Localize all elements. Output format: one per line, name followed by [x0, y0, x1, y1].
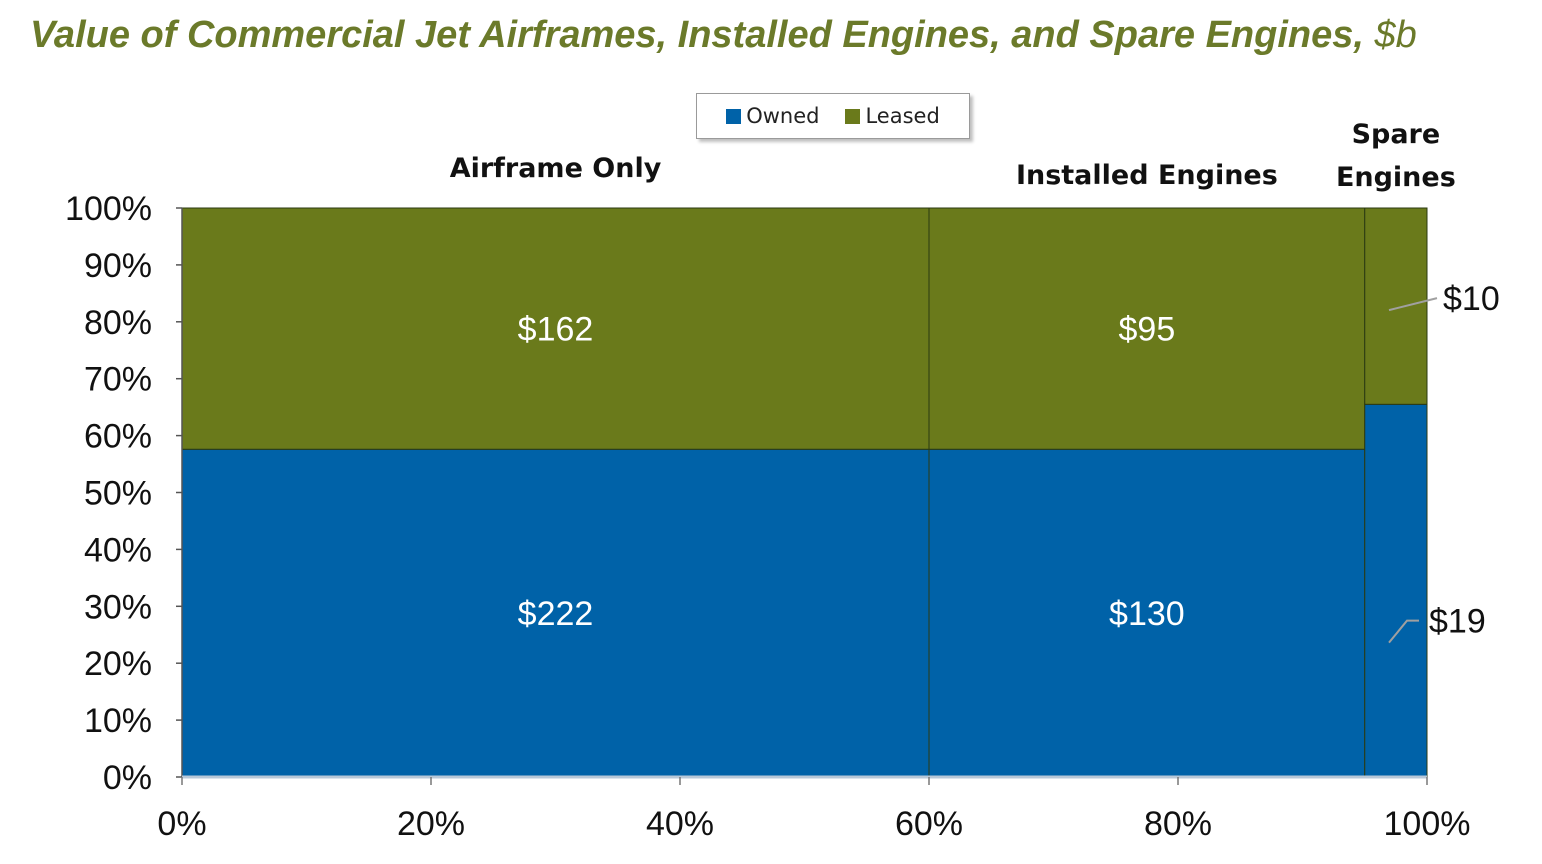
axes: 0% 10% 20% 30% 40% 50% 60% 70% 80% 90% 100% 0% 20% 40… [65, 190, 1470, 843]
data-label-owned-2: $19 [1429, 603, 1486, 641]
chart-title: Value of Commercial Jet Airframes, Insta… [30, 14, 1530, 57]
y-tick-label: 40% [84, 531, 152, 569]
data-label-owned-1: $130 [1109, 595, 1185, 633]
legend-swatch-leased [845, 108, 861, 124]
legend-swatch-owned [726, 108, 742, 124]
data-labels: $162 $222 $95 $130 $10 $19 [518, 280, 1500, 644]
y-tick-label: 100% [65, 190, 152, 228]
legend-label-leased: Leased [865, 104, 940, 128]
leader-line-leased-2 [1388, 297, 1438, 312]
x-tick-label: 100% [1384, 805, 1471, 843]
category-label-1-0: Installed Engines [1016, 160, 1278, 191]
data-label-leased-1: $95 [1119, 311, 1176, 349]
x-tick-label: 0% [157, 805, 206, 843]
category-label-0-0: Airframe Only [450, 153, 662, 184]
y-tick-label: 80% [84, 304, 152, 342]
chart-legend: Owned Leased [696, 93, 970, 139]
x-tick-label: 80% [1144, 805, 1212, 843]
x-tick-label: 60% [895, 805, 963, 843]
bar-owned-2 [1364, 403, 1428, 778]
chart-title-unit: $b [1374, 14, 1417, 56]
bar-leased-2 [1364, 207, 1428, 405]
y-tick-label: 50% [84, 475, 152, 513]
data-label-leased-2: $10 [1443, 280, 1500, 318]
y-tick-label: 0% [103, 759, 152, 797]
legend-item-owned: Owned [726, 104, 819, 128]
legend-label-owned: Owned [746, 104, 820, 128]
y-tick-label: 30% [84, 588, 152, 626]
category-label-2-0: Spare [1352, 119, 1441, 150]
y-tick-label: 90% [84, 247, 152, 285]
bar-leased-0 [181, 207, 930, 450]
bar-leased-1 [928, 207, 1366, 450]
x-tick-label: 40% [646, 805, 714, 843]
category-label-2-1: Engines [1336, 162, 1456, 193]
y-tick-label: 60% [84, 418, 152, 456]
y-tick-label: 70% [84, 361, 152, 399]
y-tick-label: 20% [84, 645, 152, 683]
data-label-leased-0: $162 [518, 311, 594, 349]
bar-segments [181, 207, 1428, 778]
bar-owned-1 [928, 448, 1366, 778]
legend-item-leased: Leased [845, 104, 940, 128]
category-labels: Airframe Only Installed Engines Spare Engin… [450, 119, 1456, 193]
leader-line-owned-2 [1388, 619, 1419, 644]
x-tick-label: 20% [397, 805, 465, 843]
chart-title-main: Value of Commercial Jet Airframes, Insta… [30, 14, 1375, 56]
y-tick-label: 10% [84, 702, 152, 740]
data-label-owned-0: $222 [518, 595, 594, 633]
